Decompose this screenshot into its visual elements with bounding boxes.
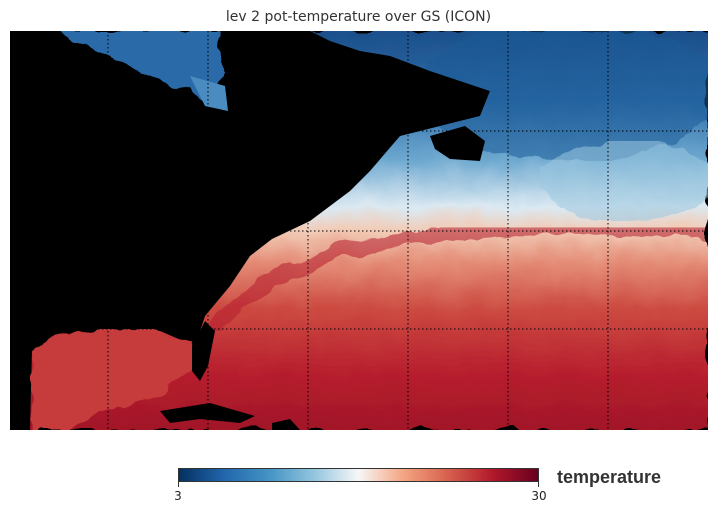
colorbar-min-label: 3	[174, 489, 182, 503]
colorbar-max-tick	[538, 482, 539, 487]
newfoundland-land	[430, 126, 485, 161]
graticule	[10, 31, 708, 430]
gulf-of-mexico-water	[30, 329, 198, 430]
figure-title: lev 2 pot-temperature over GS (ICON)	[225, 9, 492, 25]
colorbar-title: temperature	[557, 467, 662, 487]
northern-bay-water	[60, 31, 225, 101]
florida-land	[192, 321, 215, 381]
cuba-land	[160, 403, 255, 423]
small-bay-water	[190, 76, 228, 111]
colorbar-min-tick	[178, 482, 179, 487]
map-canvas	[10, 31, 708, 430]
colorbar-max-label: 30	[531, 489, 547, 503]
island-land	[272, 419, 300, 430]
temperature-map	[10, 31, 708, 430]
colorbar	[178, 468, 539, 482]
